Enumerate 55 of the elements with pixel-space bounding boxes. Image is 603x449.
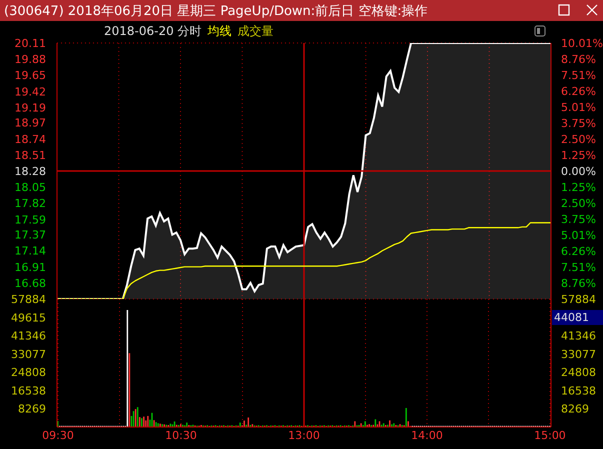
y-tick-label: 16.68 — [14, 276, 46, 290]
y-tick-label: 18.51 — [14, 148, 46, 162]
y2-tick-label: 2.50% — [561, 196, 596, 210]
chart-title: (300647) 2018年06月20日 星期三 PageUp/Down:前后日 空格键:操作 — [4, 3, 428, 20]
y-tick-label: 19.19 — [14, 101, 46, 114]
y-tick-label: 33077 — [11, 348, 46, 361]
y-tick-label: 18.97 — [14, 116, 46, 130]
y2-tick-label: 7.51% — [561, 261, 596, 274]
text: 成交量 — [238, 23, 274, 40]
y2-tick-label: 3.75% — [561, 212, 596, 226]
x-tick-label: 10:30 — [165, 429, 197, 442]
y2-tick-label: 24808 — [561, 366, 596, 380]
y-tick-label: 18.28 — [14, 165, 46, 178]
y-tick-label: 49615 — [11, 311, 46, 324]
y-tick-label: 18.74 — [14, 132, 46, 146]
y-tick-label: 17.82 — [14, 197, 46, 210]
chart-subtitle: 2018-06-20 分时 — [104, 23, 202, 40]
y2-tick-label: 3.75% — [561, 117, 596, 130]
y2-tick-label: 8.76% — [561, 277, 596, 290]
x-tick-label: 13:00 — [288, 429, 320, 442]
y2-tick-label: 5.01% — [561, 229, 596, 242]
y2-tick-label: 1.25% — [561, 149, 596, 162]
y-tick-label: 16.91 — [14, 260, 46, 274]
y2-tick-label: 8.76% — [561, 52, 596, 66]
y-tick-label: 17.59 — [14, 213, 46, 226]
x-tick-label: 14:00 — [411, 429, 443, 442]
text: 44081 — [552, 310, 603, 325]
y2-tick-label: 10.01% — [561, 37, 603, 50]
y2-tick-label: 41346 — [561, 330, 596, 343]
x-tick-label: 09:30 — [42, 429, 74, 442]
y-tick-label: 57884 — [11, 293, 46, 306]
y2-tick-label: 16538 — [561, 384, 596, 398]
y2-tick-label: 6.26% — [561, 245, 596, 258]
y-tick-label: 8269 — [18, 402, 46, 416]
y2-tick-label: 6.26% — [561, 84, 596, 98]
y2-tick-label: 5.01% — [561, 100, 596, 114]
y2-tick-label: 33077 — [561, 348, 596, 361]
y-tick-label: 17.37 — [14, 228, 46, 242]
y2-tick-label: 7.51% — [561, 68, 596, 82]
y-tick-label: 18.05 — [14, 181, 46, 194]
y-tick-label: 41346 — [11, 330, 46, 343]
y-tick-label: 19.88 — [14, 53, 46, 66]
y2-tick-label: 57884 — [561, 293, 596, 306]
y2-tick-label: 2.50% — [561, 133, 596, 146]
y2-tick-label: 0.00% — [561, 165, 596, 178]
y-tick-label: 19.42 — [14, 85, 46, 98]
y2-tick-label: 1.25% — [561, 180, 596, 194]
y-tick-label: 24808 — [11, 366, 46, 380]
y2-tick-label: 8269 — [561, 402, 589, 416]
y-tick-label: 16538 — [11, 384, 46, 398]
text: 均线 — [208, 23, 232, 40]
y-tick-label: 17.14 — [14, 244, 46, 258]
x-tick-label: 15:00 — [534, 429, 566, 442]
y-tick-label: 19.65 — [14, 69, 46, 82]
y-tick-label: 20.11 — [14, 37, 46, 50]
